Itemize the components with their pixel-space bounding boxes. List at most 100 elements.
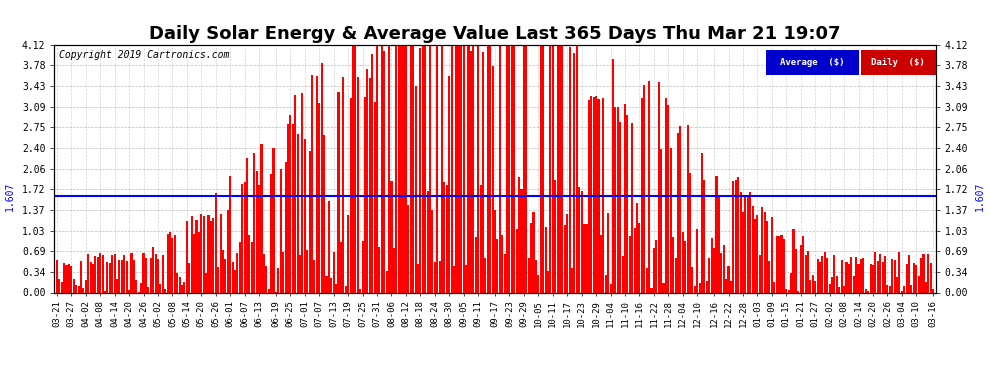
Bar: [908, 255, 910, 292]
Bar: [766, 221, 768, 292]
Bar: [68, 264, 70, 292]
Bar: [479, 185, 481, 292]
Bar: [154, 254, 156, 292]
Bar: [615, 106, 617, 292]
Bar: [354, 45, 356, 292]
Bar: [913, 263, 915, 292]
Bar: [855, 257, 857, 292]
Bar: [795, 249, 797, 292]
Bar: [366, 69, 368, 292]
Bar: [164, 289, 166, 292]
Bar: [749, 192, 751, 292]
Bar: [333, 252, 335, 292]
Bar: [708, 258, 710, 292]
Bar: [590, 96, 592, 292]
Bar: [114, 254, 116, 292]
Bar: [874, 252, 876, 292]
Bar: [294, 95, 296, 292]
Bar: [258, 185, 260, 292]
Bar: [504, 254, 506, 292]
Bar: [496, 239, 498, 292]
Bar: [193, 234, 195, 292]
Bar: [277, 268, 279, 292]
Bar: [299, 255, 301, 292]
Bar: [523, 45, 525, 292]
Bar: [149, 258, 151, 292]
Bar: [540, 45, 542, 292]
Bar: [267, 289, 269, 292]
Bar: [644, 86, 645, 292]
Bar: [528, 258, 530, 292]
Bar: [99, 253, 101, 292]
Bar: [805, 255, 807, 292]
Bar: [585, 224, 587, 292]
Bar: [106, 262, 109, 292]
Bar: [250, 242, 252, 292]
Bar: [489, 45, 491, 292]
Text: Average  ($): Average ($): [780, 58, 844, 67]
Bar: [843, 286, 845, 292]
Bar: [437, 45, 439, 292]
Bar: [754, 219, 756, 292]
Bar: [906, 264, 908, 292]
Bar: [410, 45, 412, 292]
Text: Daily  ($): Daily ($): [871, 58, 925, 67]
Bar: [462, 45, 464, 292]
Bar: [171, 238, 173, 292]
Bar: [470, 51, 472, 292]
Bar: [551, 45, 553, 292]
Bar: [867, 291, 869, 292]
Bar: [530, 223, 533, 292]
Bar: [785, 289, 787, 292]
Bar: [665, 98, 667, 292]
Bar: [208, 215, 210, 292]
Bar: [742, 211, 743, 292]
Bar: [879, 254, 881, 292]
Bar: [600, 236, 602, 292]
Bar: [467, 45, 469, 292]
Bar: [511, 45, 513, 292]
Bar: [412, 45, 414, 292]
Bar: [159, 284, 161, 292]
Bar: [862, 258, 864, 292]
Bar: [174, 235, 176, 292]
Bar: [850, 257, 852, 292]
Bar: [756, 215, 758, 292]
Bar: [639, 223, 641, 292]
Bar: [923, 254, 925, 292]
Bar: [619, 122, 621, 292]
Bar: [448, 76, 450, 292]
Bar: [660, 149, 662, 292]
Bar: [393, 248, 395, 292]
Bar: [212, 218, 215, 292]
Bar: [773, 282, 775, 292]
Bar: [699, 283, 701, 292]
Bar: [128, 290, 130, 292]
Bar: [145, 258, 147, 292]
Bar: [845, 262, 847, 292]
Bar: [222, 249, 224, 292]
Bar: [790, 273, 792, 292]
Bar: [345, 286, 346, 292]
Bar: [672, 237, 674, 292]
Bar: [178, 277, 180, 292]
Bar: [347, 215, 349, 292]
Bar: [439, 261, 441, 292]
Bar: [460, 45, 462, 292]
Bar: [429, 45, 431, 292]
Bar: [373, 102, 375, 292]
Bar: [198, 232, 200, 292]
Bar: [220, 214, 222, 292]
Bar: [543, 45, 545, 292]
Bar: [89, 262, 92, 292]
Bar: [687, 125, 689, 292]
Bar: [326, 276, 328, 292]
Bar: [475, 237, 477, 292]
Bar: [65, 265, 67, 292]
Bar: [723, 244, 725, 292]
Bar: [104, 291, 106, 292]
Bar: [381, 45, 383, 292]
Bar: [161, 255, 163, 292]
Bar: [650, 288, 652, 292]
Bar: [244, 182, 246, 292]
